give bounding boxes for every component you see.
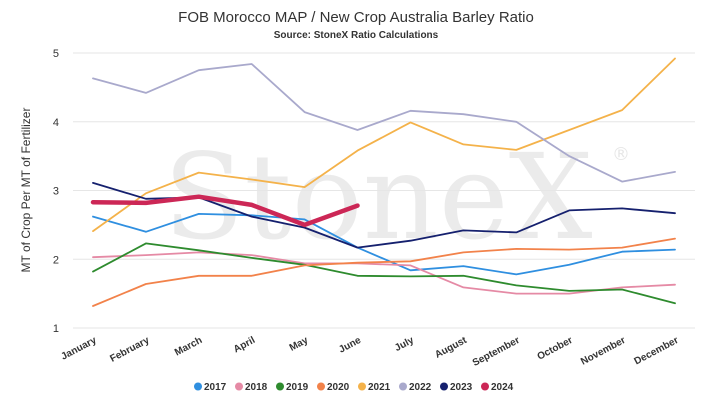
legend-marker-2022 [399,382,407,391]
y-tick-label: 4 [53,117,59,129]
x-tick-label: October [536,335,575,363]
grid-layer [73,52,695,329]
y-axis-label: MT of Crop Per MT of Fertilizer [19,108,33,273]
x-tick-label: August [433,335,469,361]
series-line-2020 [92,237,676,307]
watermark-logo: StoneX [163,128,592,266]
legend-marker-2019 [276,382,284,391]
series-layer [90,57,676,307]
legend-marker-2021 [358,382,366,391]
y-tick-label: 1 [53,323,59,335]
series-line-2024 [90,194,360,228]
watermark-registered-mark: ® [612,144,630,165]
legend-label-2020: 2020 [327,382,350,393]
legend-label-2017: 2017 [204,382,227,393]
legend-label-2018: 2018 [245,382,268,393]
legend-label-2024: 2024 [491,382,514,393]
legend-label-2023: 2023 [450,382,473,393]
x-tick-label: May [288,335,311,354]
x-tick-label: June [337,335,363,356]
legend-marker-2018 [235,382,243,391]
legend-marker-2017 [194,382,202,391]
series-line-2019 [92,242,676,305]
x-tick-label: March [173,335,204,359]
legend-marker-2023 [440,382,448,391]
series-line-2022 [92,63,676,183]
series-line-2021 [92,57,676,232]
watermark-layer: StoneX ® [163,128,630,266]
y-tick-label: 3 [53,186,59,198]
x-tick-label: February [108,335,151,365]
x-tick-label: December [633,335,681,367]
legend-marker-2020 [317,382,325,391]
y-tick-label: 2 [53,254,59,266]
series-line-2018 [92,251,676,295]
legend-label-2021: 2021 [368,382,391,393]
x-tick-label: September [471,335,522,369]
x-tick-label: July [393,335,416,354]
legend-label-2019: 2019 [286,382,309,393]
series-line-2017 [92,213,676,276]
legend-marker-2024 [481,382,489,391]
legend: 2017 2018 2019 2020 2021 2022 2023 2024 [194,382,514,393]
x-tick-label: April [232,335,257,356]
legend-label-2022: 2022 [409,382,432,393]
chart-subtitle: Source: StoneX Ratio Calculations [274,30,439,41]
chart-title: FOB Morocco MAP / New Crop Australia Bar… [178,9,534,26]
x-tick-label: November [579,335,627,368]
x-tick-label: January [59,335,98,363]
y-tick-label: 5 [53,48,59,60]
